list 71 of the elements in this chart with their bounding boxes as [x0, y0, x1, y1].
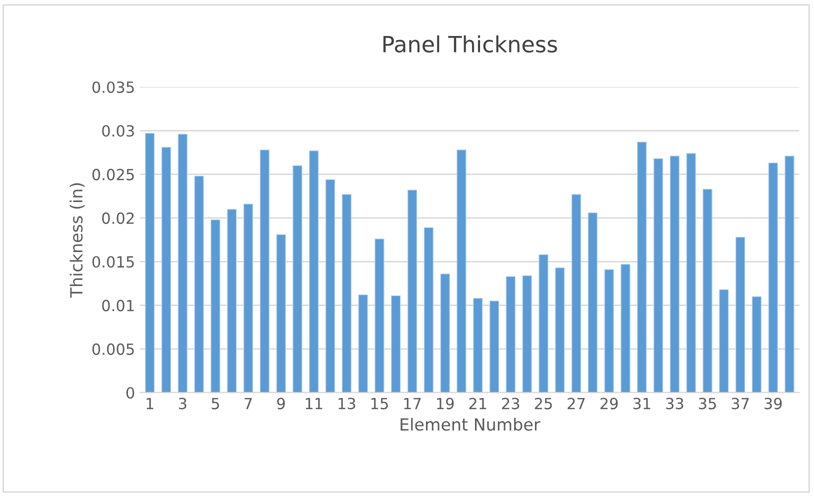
bar [473, 298, 483, 393]
x-tick-label: 23 [502, 398, 520, 410]
bar [424, 227, 434, 393]
bar [784, 156, 794, 393]
x-tick-label: 39 [764, 398, 782, 410]
x-tick-label: 29 [600, 398, 618, 410]
bar [292, 165, 302, 393]
x-tick-label: 3 [178, 398, 186, 410]
x-tick-label: 17 [404, 398, 421, 410]
bar [243, 204, 254, 393]
x-tick-label: 21 [469, 398, 486, 410]
bar [620, 264, 630, 393]
x-tick-label: 7 [244, 398, 252, 410]
bar [407, 190, 418, 393]
bar [506, 276, 516, 393]
x-tick-label: 33 [666, 398, 684, 410]
bar [391, 295, 401, 393]
bar [735, 236, 746, 393]
y-tick-label: 0.02 [102, 212, 134, 224]
bar [309, 150, 319, 393]
bar [489, 300, 500, 393]
y-tick-label: 0.025 [92, 168, 134, 180]
x-tick-label: 15 [371, 398, 388, 410]
x-tick-label: 25 [534, 398, 552, 410]
bar [604, 269, 614, 393]
bar [752, 296, 762, 393]
bar [670, 156, 680, 393]
bar [276, 234, 286, 393]
bar [178, 134, 188, 393]
x-tick-label: 13 [338, 398, 356, 410]
y-tick-label: 0.015 [92, 256, 134, 268]
x-tick-label: 35 [698, 398, 716, 410]
bar [358, 294, 368, 393]
bar [210, 219, 220, 393]
bar [588, 212, 598, 393]
bar [653, 158, 664, 393]
bar [637, 142, 647, 393]
bar [325, 179, 336, 393]
bar [702, 188, 712, 393]
x-tick-label: 19 [437, 398, 454, 410]
bar [571, 194, 582, 393]
x-tick-label: 11 [306, 398, 322, 410]
bar [686, 152, 696, 393]
x-tick-label: 1 [146, 398, 154, 410]
x-axis-title: Element Number [400, 418, 540, 431]
bar [555, 267, 565, 393]
bar [719, 289, 729, 393]
x-tick-label: 31 [633, 398, 650, 410]
y-tick-label: 0.035 [92, 81, 134, 93]
y-tick-label: 0.03 [102, 125, 134, 137]
y-tick-label: 0.005 [92, 343, 134, 355]
chart-title: Panel Thickness [383, 35, 558, 53]
bar [768, 162, 778, 393]
x-tick-label: 5 [212, 398, 219, 410]
bar [456, 150, 466, 393]
bar [538, 254, 548, 393]
x-tick-label: 37 [732, 398, 749, 410]
bar [226, 208, 237, 393]
bar [260, 150, 270, 393]
bar [374, 238, 384, 393]
bar [144, 132, 155, 393]
bar [342, 194, 352, 393]
y-tick-label: 0.01 [102, 300, 134, 312]
bar [522, 275, 532, 393]
y-axis-title: Thickness (in) [70, 183, 85, 298]
bar [161, 146, 172, 393]
y-tick-label: 0 [126, 387, 134, 399]
bar [194, 176, 204, 393]
x-tick-label: 9 [277, 398, 285, 410]
x-tick-label: 27 [568, 398, 585, 410]
bar [440, 274, 450, 393]
